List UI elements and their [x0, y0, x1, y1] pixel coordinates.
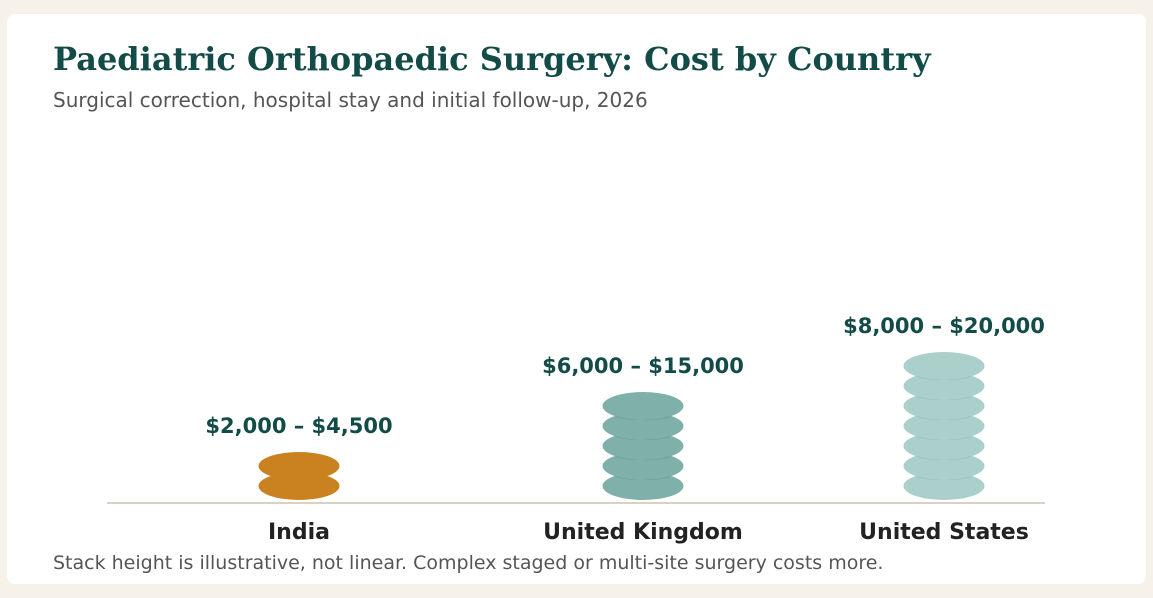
- coin-2-1: [903, 452, 985, 480]
- category-label-2: United States: [859, 520, 1029, 545]
- coin-2-3: [903, 412, 985, 440]
- chart-title: Paediatric Orthopaedic Surgery: Cost by …: [53, 40, 931, 78]
- coin-1-0: [602, 472, 684, 500]
- coin-2-0: [903, 472, 985, 500]
- chart-footnote: Stack height is illustrative, not linear…: [53, 552, 884, 574]
- range-label-2: $8,000 – $20,000: [843, 314, 1045, 338]
- range-label-1: $6,000 – $15,000: [542, 354, 744, 378]
- coin-0-0: [258, 472, 340, 500]
- coin-1-3: [602, 412, 684, 440]
- category-label-0: India: [268, 520, 330, 545]
- coin-1-2: [602, 432, 684, 460]
- coin-2-4: [903, 392, 985, 420]
- coin-2-6: [903, 352, 985, 380]
- range-label-0: $2,000 – $4,500: [205, 414, 392, 438]
- coin-1-1: [602, 452, 684, 480]
- coin-2-5: [903, 372, 985, 400]
- chart-subtitle: Surgical correction, hospital stay and i…: [53, 88, 648, 112]
- coin-0-1: [258, 452, 340, 480]
- category-label-1: United Kingdom: [543, 520, 743, 545]
- coin-1-4: [602, 392, 684, 420]
- coin-2-2: [903, 432, 985, 460]
